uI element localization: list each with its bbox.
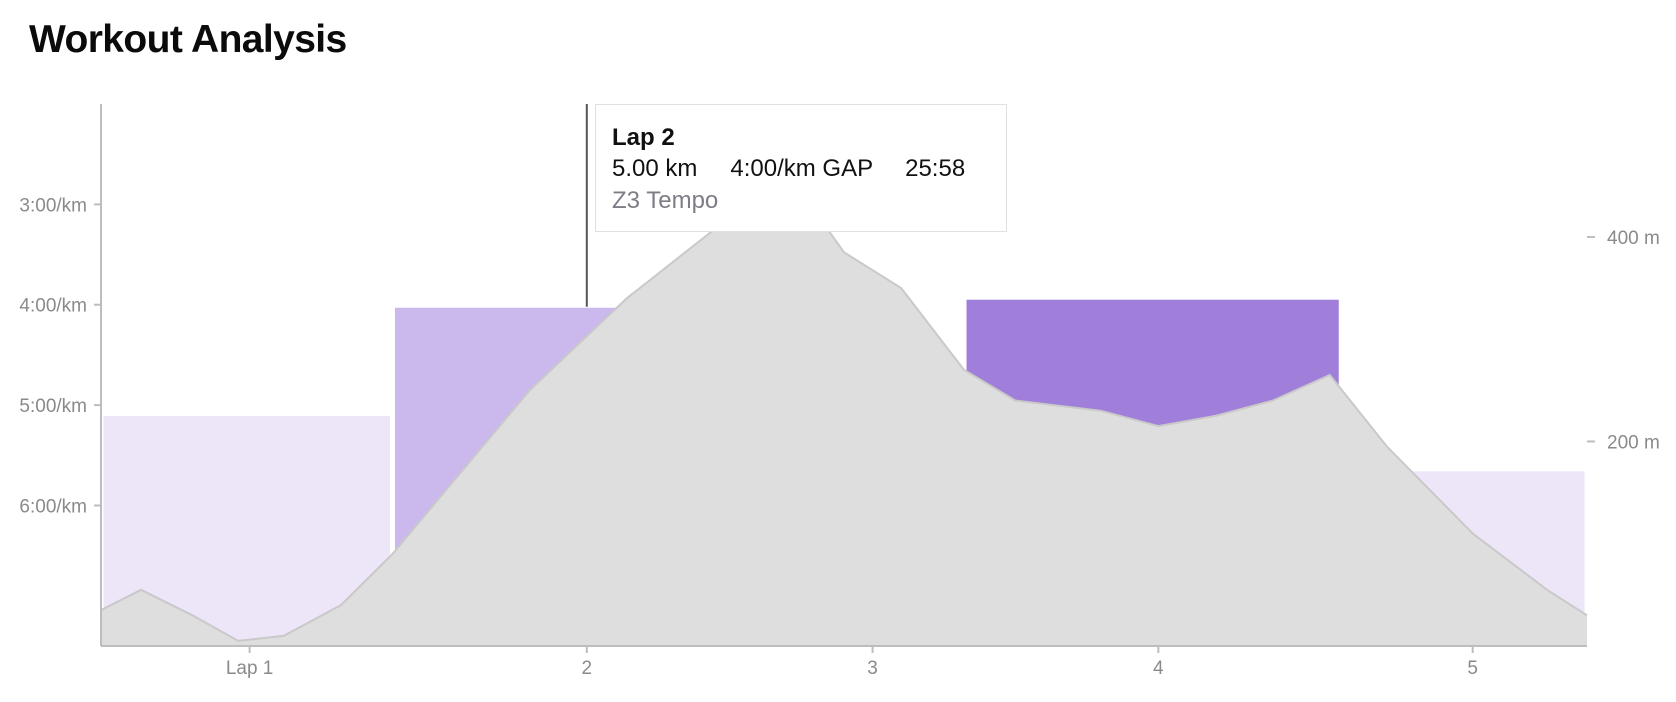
page-title: Workout Analysis (29, 18, 347, 61)
tooltip-stats-row: 5.00 km 4:00/km GAP 25:58 (612, 153, 990, 185)
y-tick-label: 6:00/km (19, 496, 87, 517)
x-tick-label: 4 (1153, 658, 1164, 679)
elevation-line (100, 184, 1588, 642)
y-tick-label: 5:00/km (19, 396, 87, 417)
elevation-area (101, 185, 1587, 647)
elevation-layer (100, 184, 1588, 647)
tooltip-distance: 5.00 km (612, 155, 698, 182)
y-tick-label: 4:00/km (19, 296, 87, 317)
tooltip-pace: 4:00/km GAP (730, 155, 874, 182)
y-tick-label: 3:00/km (19, 195, 87, 216)
tooltip-lap-label: Lap 2 (612, 124, 675, 151)
x-tick-label: Lap 1 (226, 658, 274, 679)
lap-tooltip: Lap 2 5.00 km 4:00/km GAP 25:58 Z3 Tempo (595, 104, 1007, 232)
axes: 3:00/km 4:00/km 5:00/km 6:00/km 400 m 200 m La… (19, 104, 1660, 679)
tooltip-zone: Z3 Tempo (612, 187, 719, 214)
x-tick-label: 5 (1467, 658, 1478, 679)
elevation-tick-label: 400 m (1607, 228, 1660, 249)
x-tick-label: 3 (867, 658, 878, 679)
x-tick-label: 2 (582, 658, 593, 679)
tooltip-time: 25:58 (905, 155, 966, 182)
elevation-tick-label: 200 m (1607, 432, 1660, 453)
